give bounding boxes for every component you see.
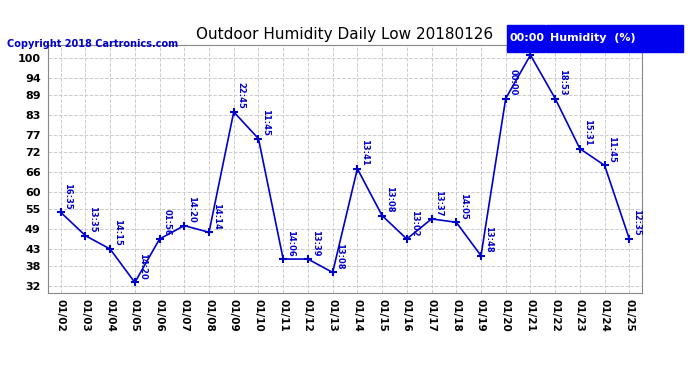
Text: 13:41: 13:41: [360, 139, 369, 166]
Text: Humidity  (%): Humidity (%): [550, 33, 635, 43]
Text: 13:02: 13:02: [410, 210, 419, 236]
Text: 13:37: 13:37: [434, 190, 443, 216]
Text: 13:48: 13:48: [484, 226, 493, 253]
Text: 13:39: 13:39: [310, 230, 319, 256]
Text: 11:45: 11:45: [607, 136, 616, 163]
Text: 15:31: 15:31: [582, 119, 591, 146]
Text: 13:08: 13:08: [335, 243, 344, 270]
Text: 22:45: 22:45: [237, 82, 246, 109]
Text: 00:00: 00:00: [533, 26, 542, 52]
Text: 14:20: 14:20: [137, 253, 146, 280]
Text: 00:00: 00:00: [509, 69, 518, 96]
Text: 12:35: 12:35: [632, 210, 641, 236]
Text: 01:56: 01:56: [162, 210, 171, 236]
Text: 13:08: 13:08: [385, 186, 394, 213]
Text: 11:45: 11:45: [262, 109, 270, 136]
Text: 00:00: 00:00: [509, 33, 544, 43]
Text: 16:35: 16:35: [63, 183, 72, 210]
Text: 14:06: 14:06: [286, 230, 295, 256]
Text: 14:05: 14:05: [459, 193, 468, 219]
Text: 13:35: 13:35: [88, 206, 97, 233]
Text: Copyright 2018 Cartronics.com: Copyright 2018 Cartronics.com: [7, 39, 178, 49]
Text: 14:14: 14:14: [212, 202, 221, 229]
Text: 14:15: 14:15: [113, 219, 122, 246]
Title: Outdoor Humidity Daily Low 20180126: Outdoor Humidity Daily Low 20180126: [197, 27, 493, 42]
Text: 14:20: 14:20: [187, 196, 196, 223]
Text: 18:53: 18:53: [558, 69, 567, 96]
